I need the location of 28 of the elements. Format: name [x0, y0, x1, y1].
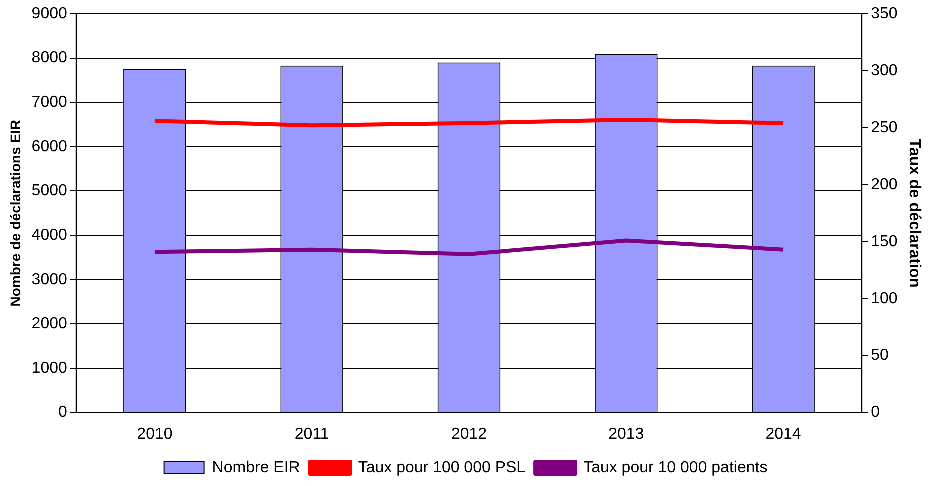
y-tick-label: 9000	[32, 5, 68, 22]
y-tick-label: 2000	[32, 316, 68, 333]
y2-tick-label: 300	[871, 62, 898, 80]
x-tick-label: 2012	[451, 426, 488, 443]
x-tick-label: 2014	[766, 426, 802, 443]
y2-tick-label: 100	[871, 290, 898, 308]
x-tick-label: 2011	[294, 426, 330, 443]
y2-tick-label: 250	[871, 119, 898, 136]
y-tick-label: 3000	[32, 271, 68, 288]
y2-tick-label: 50	[871, 347, 890, 364]
y-tick-label: 6000	[32, 138, 68, 156]
y2-tick-label: 0	[871, 404, 880, 422]
y-tick-label: 5000	[32, 182, 68, 200]
x-tick-label: 2010	[137, 426, 173, 443]
y2-tick-label: 350	[871, 5, 898, 22]
y-tick-label: 4000	[32, 226, 68, 244]
y-tick-label: 0	[58, 404, 68, 422]
legend-label: Taux pour 100 000 PSL	[358, 459, 526, 476]
y-axis-title: Nombre de déclarations EIR	[7, 120, 24, 307]
y2-tick-label: 150	[871, 233, 898, 250]
y-tick-label: 1000	[32, 360, 68, 377]
legend-label: Taux pour 10 000 patients	[584, 459, 768, 476]
y2-tick-label: 200	[871, 176, 898, 194]
y2-axis-title: Taux de déclaration	[906, 138, 923, 288]
y-tick-label: 8000	[32, 50, 68, 67]
legend-label: Nombre EIR	[212, 459, 300, 476]
y-tick-label: 7000	[32, 94, 68, 112]
x-tick-label: 2013	[608, 426, 644, 443]
